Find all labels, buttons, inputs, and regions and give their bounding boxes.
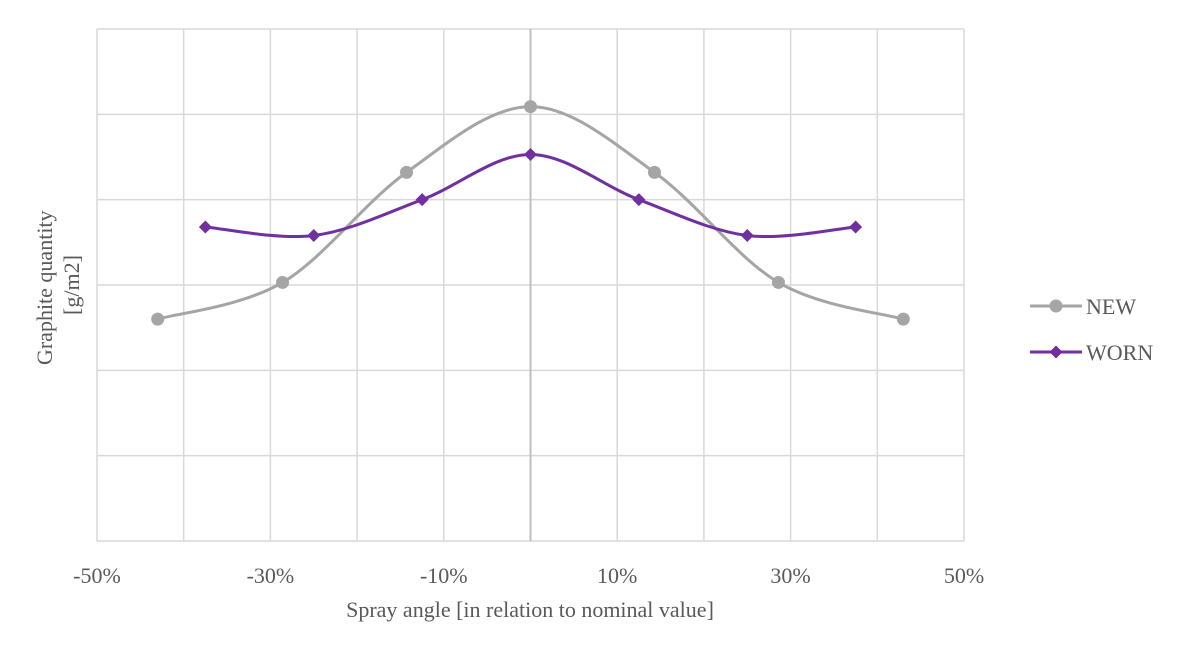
data-point-worn (524, 147, 537, 161)
data-point-worn (415, 193, 429, 207)
data-point-worn (307, 229, 321, 243)
data-point-worn (632, 193, 646, 207)
legend-marker-new (1049, 299, 1063, 313)
data-point-new (400, 165, 414, 179)
y-axis-title-line-2: [g/m2] (59, 255, 84, 315)
grid (96, 28, 965, 542)
legend: NEW WORN (1030, 294, 1153, 365)
x-tick-label: 50% (944, 563, 984, 588)
data-point-new (524, 100, 537, 114)
x-tick-label: 30% (770, 563, 810, 588)
data-point-new (151, 312, 165, 326)
x-tick-label: -30% (247, 563, 295, 588)
data-point-new (771, 275, 785, 289)
x-axis-ticks: -50% -30% -10% 10% 30% 50% (73, 563, 984, 588)
legend-label-new: NEW (1086, 294, 1136, 319)
x-tick-label: -10% (420, 563, 468, 588)
x-tick-label: 10% (597, 563, 637, 588)
x-axis-title: Spray angle [in relation to nominal valu… (346, 597, 714, 622)
legend-marker-worn (1049, 345, 1063, 359)
data-point-new (647, 165, 661, 179)
series-area (151, 100, 910, 326)
data-point-new (896, 312, 910, 326)
data-point-new (276, 275, 290, 289)
data-point-worn (198, 220, 212, 234)
data-point-worn (849, 220, 863, 234)
data-point-worn (740, 229, 754, 243)
x-tick-label: -50% (73, 563, 121, 588)
y-axis-title-line-1: Graphite quantity (32, 210, 57, 365)
legend-label-worn: WORN (1086, 340, 1153, 365)
y-axis-title: Graphite quantity [g/m2] (32, 205, 84, 365)
